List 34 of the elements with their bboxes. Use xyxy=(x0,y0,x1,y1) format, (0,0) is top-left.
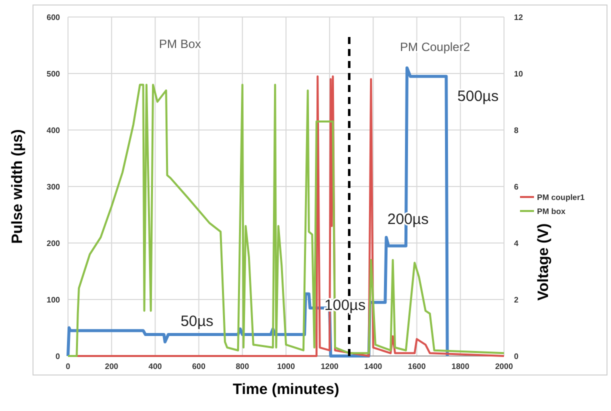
y2-axis-title: Voltage (V) xyxy=(535,223,552,301)
legend-label: PM box xyxy=(537,207,566,216)
annotation: 500µs xyxy=(457,88,499,105)
x-tick-label: 2000 xyxy=(495,362,514,371)
x-tick-label: 1800 xyxy=(452,362,470,371)
y2-tick-label: 4 xyxy=(514,239,519,248)
y2-tick-label: 10 xyxy=(514,70,524,78)
x-axis-title: Time (minutes) xyxy=(232,381,340,398)
y2-tick-label: 0 xyxy=(514,352,519,361)
y-axis-title: Pulse width (µs) xyxy=(9,129,26,244)
annotation: PM Box xyxy=(158,37,202,52)
y-tick-label: 500 xyxy=(46,70,61,78)
y-tick-label: 400 xyxy=(46,126,61,135)
y2-tick-label: 2 xyxy=(514,296,519,304)
x-tick-label: 800 xyxy=(236,362,250,371)
y2-tick-label: 8 xyxy=(514,126,519,135)
legend-label: PM coupler1 xyxy=(537,193,586,202)
annotation: PM Coupler2 xyxy=(400,40,470,54)
x-tick-label: 0 xyxy=(66,362,71,371)
y2-tick-label: 12 xyxy=(514,13,524,22)
y-tick-label: 200 xyxy=(46,239,61,248)
x-tick-label: 200 xyxy=(104,362,119,371)
annotation: 50µs xyxy=(180,312,214,330)
y-tick-label: 0 xyxy=(56,352,61,361)
y-tick-label: 100 xyxy=(46,296,61,304)
y-tick-label: 600 xyxy=(46,13,61,22)
x-tick-label: 600 xyxy=(192,362,206,371)
x-tick-label: 1200 xyxy=(320,362,340,371)
y-tick-label: 300 xyxy=(46,182,61,192)
x-tick-label: 1600 xyxy=(408,362,426,371)
y2-tick-label: 6 xyxy=(514,182,519,192)
x-tick-label: 1000 xyxy=(277,362,296,371)
x-tick-label: 1400 xyxy=(364,362,383,371)
x-tick-label: 400 xyxy=(148,362,162,371)
